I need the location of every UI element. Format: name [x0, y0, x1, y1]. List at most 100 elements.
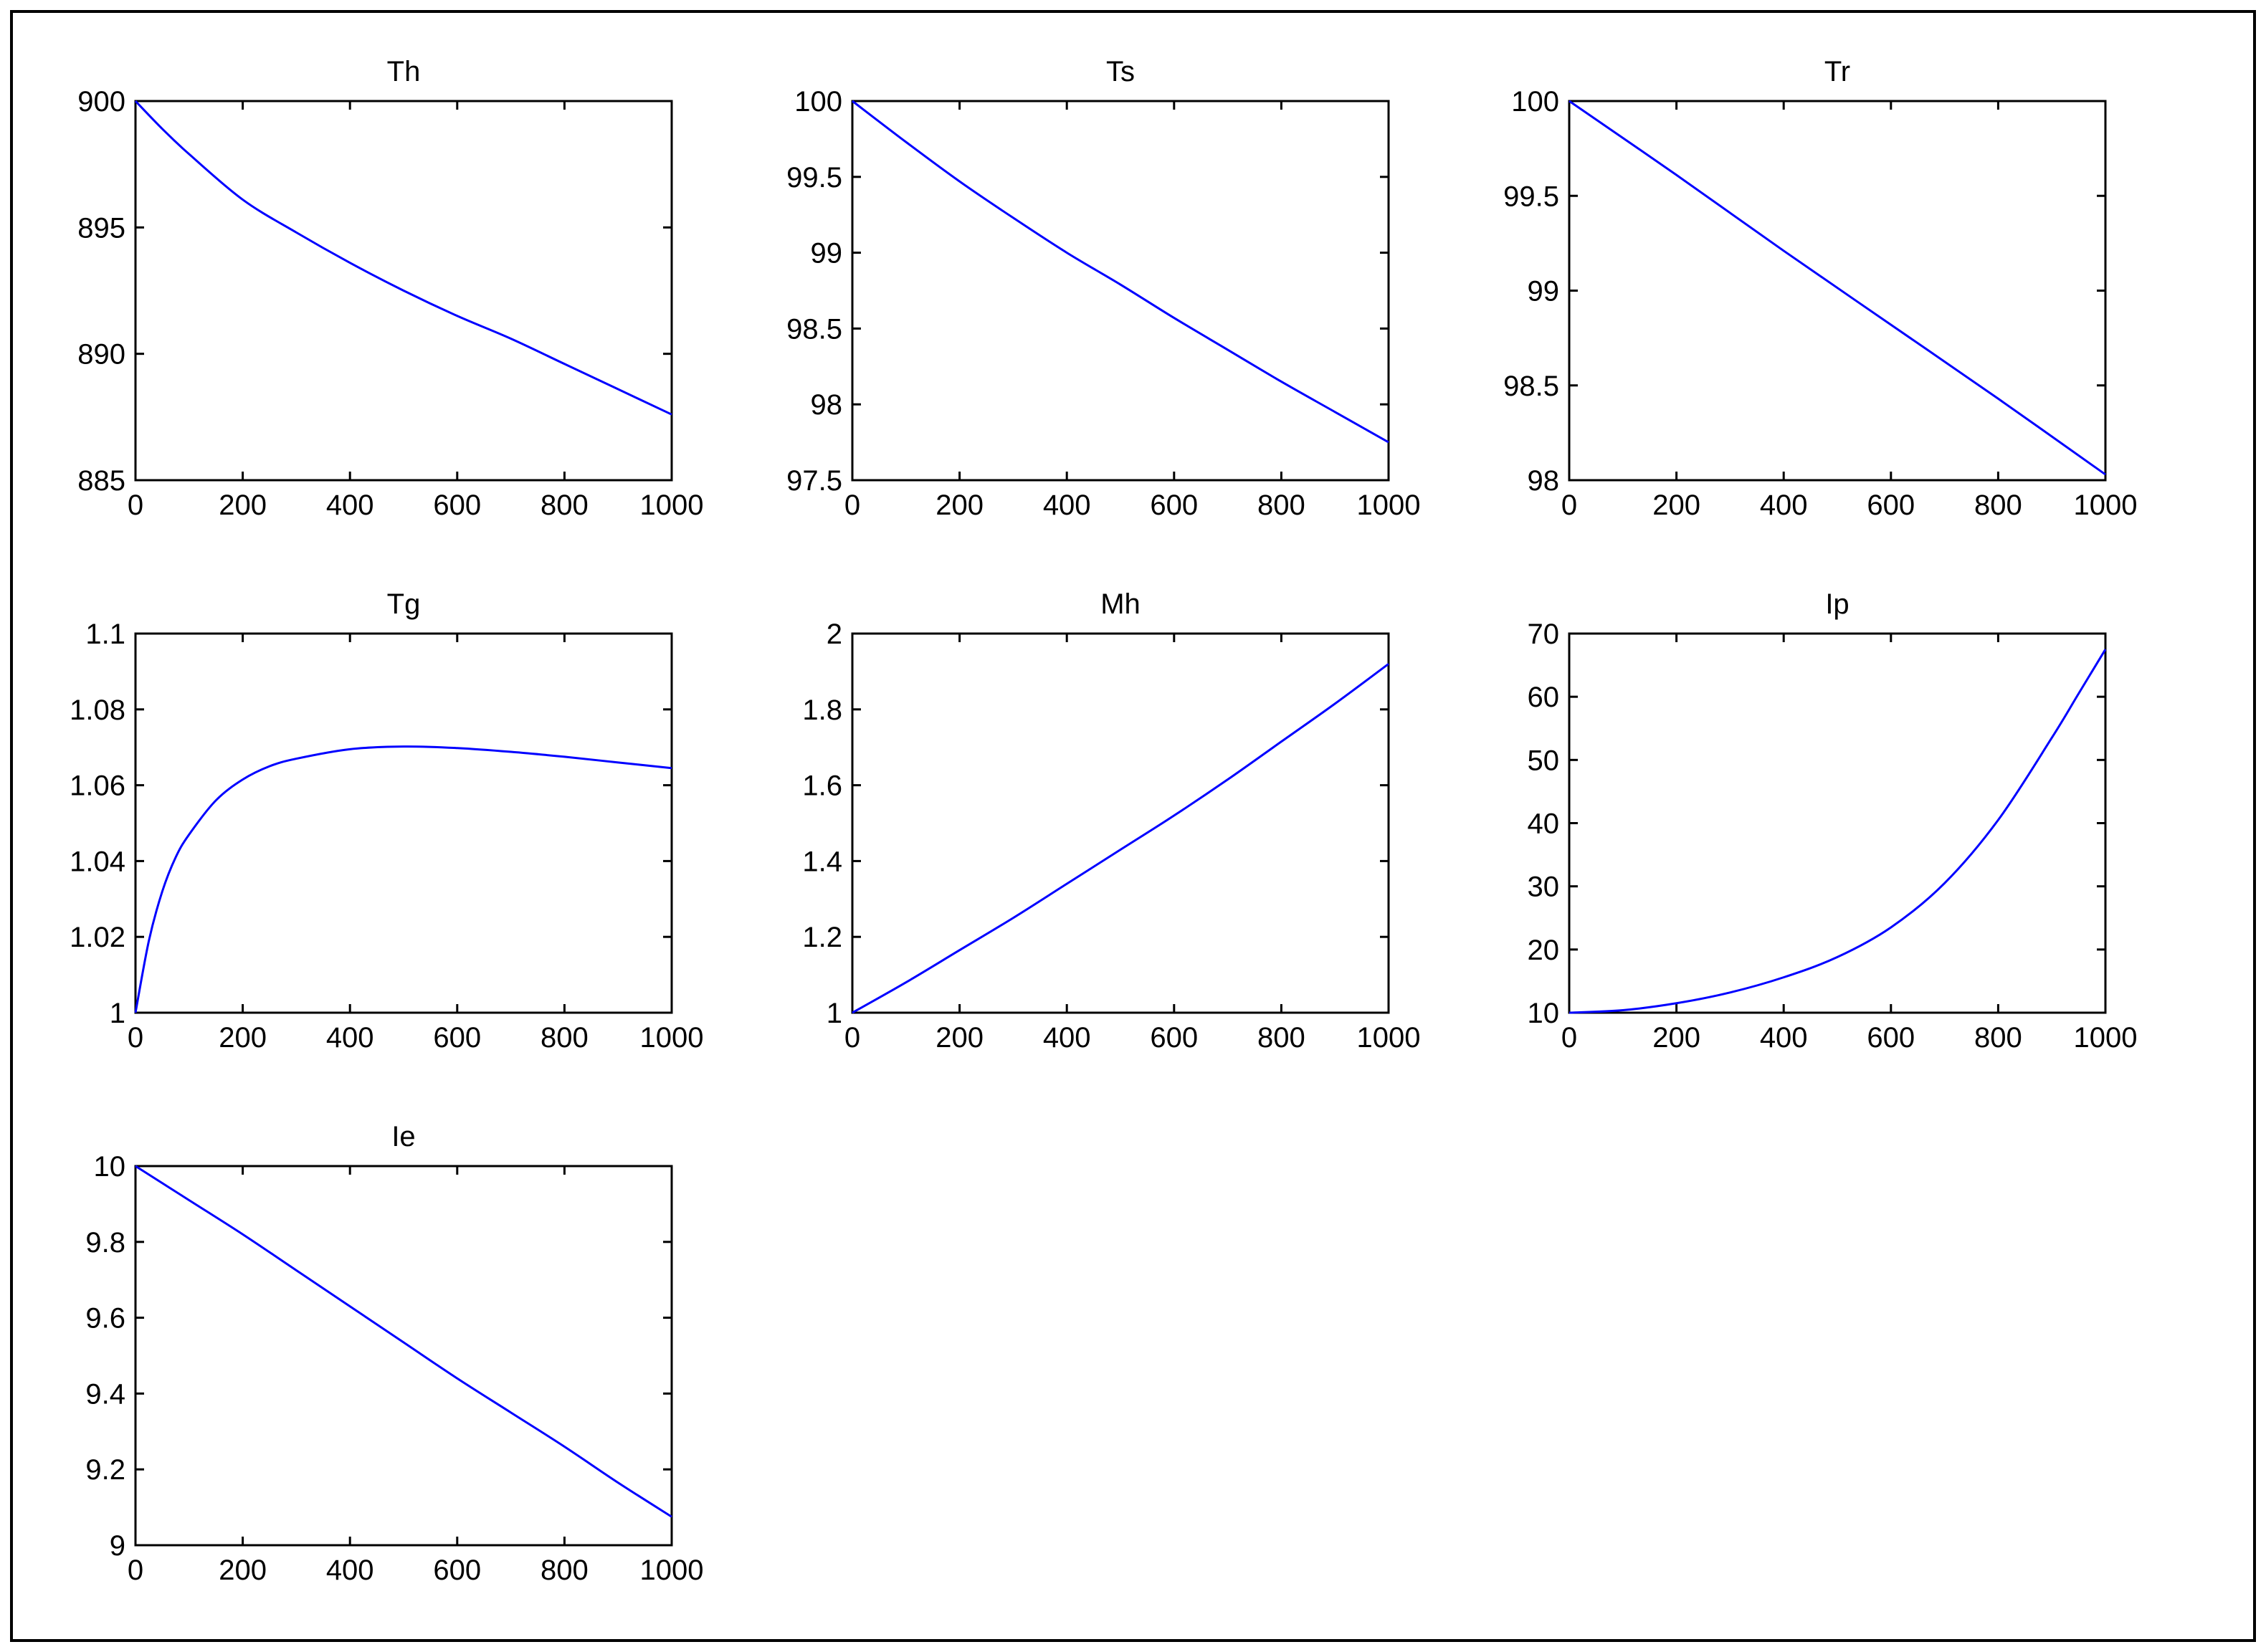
x-tick-label-ip: 1000	[2074, 1022, 2138, 1054]
y-tick-label-tg: 1.08	[70, 694, 125, 726]
chart-title-ts: Ts	[1106, 56, 1135, 87]
y-tick-label-th: 900	[77, 86, 125, 118]
y-tick-label-ts: 99.5	[786, 162, 842, 194]
x-tick-label-tr: 200	[1652, 490, 1700, 521]
chart-ie: Ie 0 200 400 600 800 1000 9 9.2 9.4 9.6 9.8 10	[85, 1121, 703, 1586]
y-tick-label-tg: 1.04	[70, 846, 125, 877]
y-tick-label-ip: 30	[1528, 872, 1560, 903]
x-tick-label-tr: 600	[1867, 490, 1915, 521]
y-tick-label-ip: 70	[1528, 619, 1560, 650]
x-tick-label-ie: 600	[433, 1555, 481, 1586]
y-tick-label-ts: 98	[811, 389, 843, 421]
y-tick-label-ip: 50	[1528, 745, 1560, 776]
plot-area-mh	[851, 632, 1390, 1014]
y-tick-label-ts: 100	[794, 86, 842, 118]
x-tick-label-ie: 200	[219, 1555, 267, 1586]
y-tick-label-th: 890	[77, 339, 125, 371]
y-tick-label-ie: 9.2	[85, 1454, 125, 1486]
x-tick-label-ie: 800	[541, 1555, 589, 1586]
x-tick-label-mh: 800	[1257, 1022, 1305, 1054]
y-tick-label-mh: 1	[827, 998, 842, 1029]
x-tick-label-tg: 1000	[640, 1022, 704, 1054]
chart-mh: Mh 0 200 400 600 800 1000 1 1.2 1.4 1.6 1.8 2	[802, 588, 1420, 1054]
x-tick-label-ts: 0	[844, 490, 860, 521]
chart-ts: Ts 0 200 400 600 800 1000 97.5 98 98.5 99 99.5 100	[786, 56, 1420, 521]
y-tick-label-mh: 1.4	[802, 846, 842, 877]
y-tick-label-ip: 10	[1528, 998, 1560, 1029]
y-tick-label-th: 885	[77, 465, 125, 497]
y-tick-label-mh: 1.6	[802, 770, 842, 802]
x-tick-label-ts: 800	[1257, 490, 1305, 521]
series-line-tg	[134, 745, 672, 1013]
y-tick-label-tg: 1.02	[70, 922, 125, 953]
x-tick-label-tr: 1000	[2074, 490, 2138, 521]
x-tick-label-ip: 800	[1974, 1022, 2022, 1054]
x-tick-label-th: 200	[219, 490, 267, 521]
chart-title-ip: Ip	[1825, 588, 1849, 620]
x-tick-label-ip: 400	[1760, 1022, 1808, 1054]
y-tick-label-ip: 20	[1528, 935, 1560, 966]
y-tick-label-ie: 9	[110, 1530, 125, 1562]
y-tick-label-ip: 40	[1528, 808, 1560, 840]
series-line-tr	[1568, 100, 2106, 476]
plot-area-ts	[851, 100, 1390, 482]
chart-title-th: Th	[387, 56, 421, 87]
x-tick-label-mh: 400	[1043, 1022, 1091, 1054]
series-line-ie	[135, 1165, 672, 1518]
x-tick-label-mh: 200	[936, 1022, 984, 1054]
x-tick-label-th: 400	[326, 490, 374, 521]
x-tick-label-mh: 600	[1150, 1022, 1198, 1054]
y-tick-label-tr: 99.5	[1503, 181, 1559, 212]
y-tick-label-tg: 1	[110, 998, 125, 1029]
x-tick-label-ts: 1000	[1357, 490, 1421, 521]
y-tick-label-tg: 1.06	[70, 770, 125, 802]
chart-tg: Tg 0 200 400 600 800 1000 1 1.02 1.04 1.06 1.08 1.1	[70, 588, 703, 1054]
y-tick-label-tr: 98.5	[1503, 371, 1559, 402]
chart-ip: Ip 0 200 400 600 800 1000 10 20 30 40 50 60 70	[1528, 588, 2138, 1054]
chart-th: Th 0 200 400 600 800 1000 885 890 895 900	[77, 56, 703, 521]
x-tick-label-ie: 400	[326, 1555, 374, 1586]
x-tick-label-th: 600	[433, 490, 481, 521]
figure-border	[10, 10, 2256, 1642]
plot-area-th	[134, 100, 673, 482]
x-tick-label-ip: 200	[1652, 1022, 1700, 1054]
x-tick-label-tr: 400	[1760, 490, 1808, 521]
series-line-th	[134, 100, 672, 416]
series-line-ts	[852, 100, 1389, 444]
y-tick-label-mh: 1.2	[802, 922, 842, 953]
y-tick-label-mh: 1.8	[802, 694, 842, 726]
y-tick-label-th: 895	[77, 212, 125, 244]
y-tick-label-ie: 10	[94, 1151, 126, 1183]
x-tick-label-th: 0	[128, 490, 143, 521]
chart-title-tg: Tg	[387, 588, 421, 620]
y-tick-label-ip: 60	[1528, 682, 1560, 713]
x-tick-label-th: 1000	[640, 490, 704, 521]
y-tick-label-mh: 2	[827, 619, 842, 650]
x-tick-label-ts: 200	[936, 490, 984, 521]
y-tick-label-ts: 99	[811, 238, 843, 269]
x-tick-label-tg: 600	[433, 1022, 481, 1054]
x-tick-label-tg: 0	[128, 1022, 143, 1054]
x-tick-label-tg: 800	[541, 1022, 589, 1054]
x-tick-label-ip: 0	[1561, 1022, 1577, 1054]
x-tick-label-ip: 600	[1867, 1022, 1915, 1054]
x-tick-label-ie: 0	[128, 1555, 143, 1586]
y-tick-label-tr: 98	[1528, 465, 1560, 497]
y-tick-label-ie: 9.8	[85, 1227, 125, 1259]
chart-title-ie: Ie	[391, 1121, 415, 1152]
chart-title-tr: Tr	[1824, 56, 1850, 87]
y-tick-label-ts: 97.5	[786, 465, 842, 497]
x-tick-label-ts: 400	[1043, 490, 1091, 521]
y-tick-label-ts: 98.5	[786, 313, 842, 345]
y-tick-label-ie: 9.4	[85, 1378, 125, 1410]
plot-area-tg	[134, 632, 673, 1014]
series-line-ip	[1568, 649, 2107, 1014]
series-line-mh	[852, 663, 1389, 1014]
x-tick-label-ts: 600	[1150, 490, 1198, 521]
y-tick-label-ie: 9.6	[85, 1303, 125, 1335]
y-tick-label-tr: 99	[1528, 276, 1560, 307]
x-tick-label-tg: 400	[326, 1022, 374, 1054]
chart-title-mh: Mh	[1100, 588, 1141, 620]
